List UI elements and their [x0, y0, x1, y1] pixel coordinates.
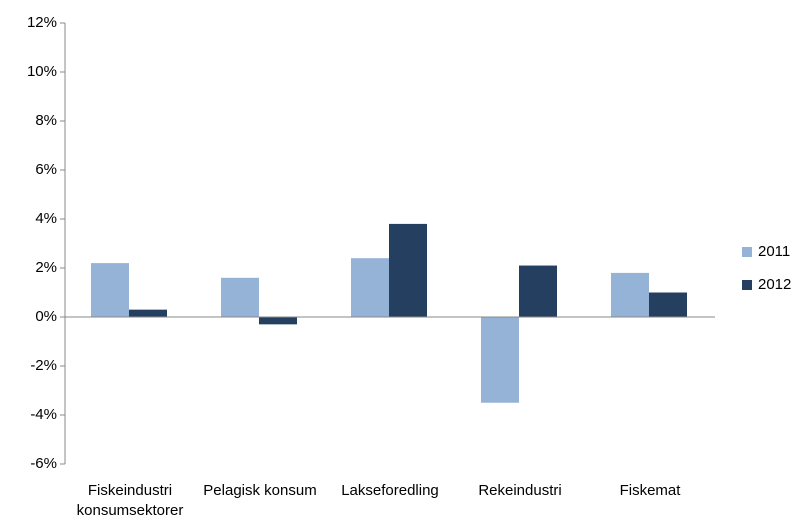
x-tick-label: Fiskemat [619, 482, 681, 499]
y-tick-label: 2% [35, 259, 57, 276]
bar [389, 223, 427, 317]
x-tick-label: Pelagisk konsum [203, 482, 317, 499]
y-tick-label: 0% [35, 308, 57, 325]
legend-swatch [742, 280, 752, 290]
y-tick-label: 4% [35, 210, 57, 227]
bar [519, 265, 557, 317]
y-tick-label: -6% [30, 455, 57, 472]
bar [649, 292, 687, 317]
legend-swatch [742, 247, 752, 257]
legend-label: 2012 [758, 276, 791, 293]
y-tick-label: -4% [30, 406, 57, 423]
bar [221, 277, 259, 317]
x-tick-label: Fiskeindustri konsumsektorer [76, 482, 184, 519]
legend-label: 2011 [758, 243, 790, 260]
bar [351, 258, 389, 317]
bar [91, 263, 129, 317]
y-tick-label: -2% [30, 357, 57, 374]
y-tick-label: 6% [35, 161, 57, 178]
x-tick-label: Rekeindustri [478, 482, 562, 499]
y-tick-label: 12% [27, 14, 57, 31]
y-tick-label: 8% [35, 112, 57, 129]
bar [481, 317, 519, 403]
x-tick-label: Lakseforedling [341, 482, 439, 499]
bar [129, 309, 167, 317]
y-tick-label: 10% [27, 63, 57, 80]
bar [611, 272, 649, 317]
bar [259, 317, 297, 325]
